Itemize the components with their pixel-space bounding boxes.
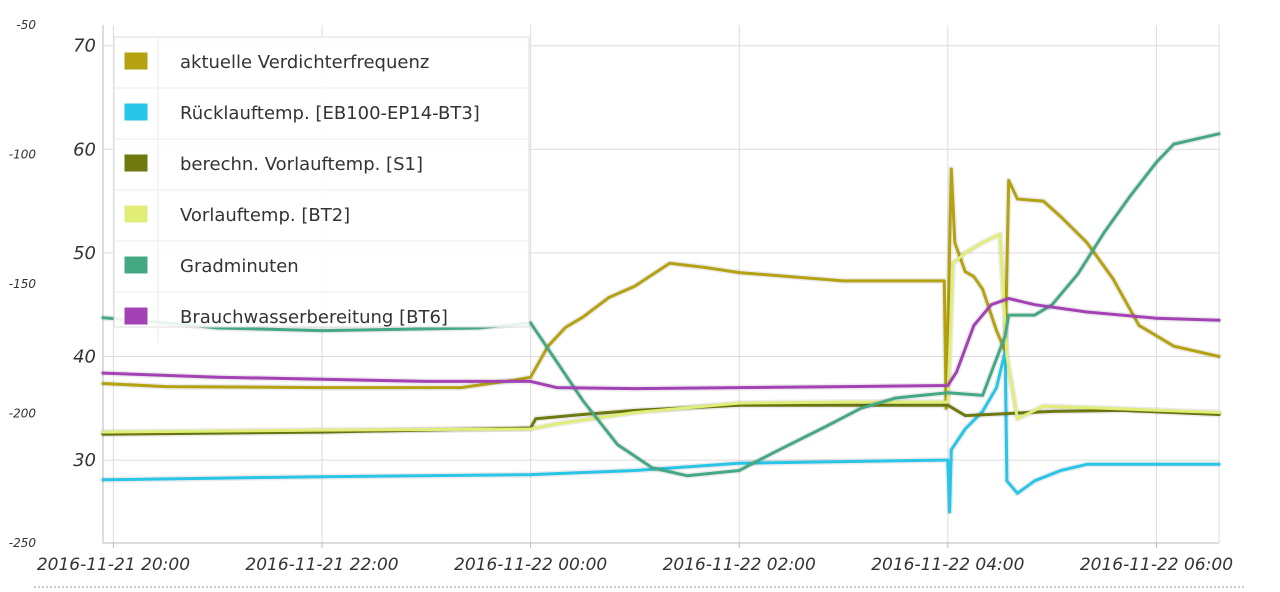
bottom-dotted-rule — [34, 586, 1244, 588]
series-line-1 — [101, 349, 1221, 514]
x-tick-label: 2016-11-22 02:00 — [663, 555, 816, 575]
x-tick-label: 2016-11-22 00:00 — [454, 555, 607, 575]
x-axis: 2016-11-21 20:00 2016-11-21 22:00 2016-11-… — [37, 543, 1233, 575]
legend-swatch-3 — [123, 204, 149, 224]
x-tick-label: 2016-11-21 22:00 — [245, 555, 398, 575]
left-tick-label: -50 — [16, 18, 36, 32]
series-line-0 — [101, 167, 1221, 410]
legend-label-0: aktuelle Verdichterfrequenz — [180, 52, 429, 73]
legend-label-3: Vorlauftemp. [BT2] — [180, 205, 350, 226]
x-tick-label: 2016-11-21 20:00 — [37, 555, 190, 575]
series-line-3 — [101, 232, 1221, 434]
right-tick-label: 40 — [73, 347, 96, 368]
right-tick-label: 60 — [73, 139, 96, 160]
left-tick-label: -200 — [9, 407, 37, 421]
left-axis: -50 -100 -150 -200 -250 — [9, 18, 37, 550]
left-tick-label: -150 — [9, 277, 37, 291]
legend-swatch-4 — [123, 255, 149, 275]
legend-swatch-2 — [123, 153, 149, 173]
left-tick-label: -250 — [9, 536, 37, 550]
right-axis: 70 60 50 40 30 — [73, 36, 96, 471]
series-line-5 — [101, 297, 1221, 391]
right-tick-label: 50 — [73, 243, 96, 264]
legend-swatch-5 — [123, 306, 149, 326]
legend-swatch-1 — [123, 102, 149, 122]
left-tick-label: -100 — [9, 148, 37, 162]
legend-label-5: Brauchwasserbereitung [BT6] — [180, 307, 448, 328]
right-tick-label: 70 — [73, 36, 96, 57]
legend-box — [113, 36, 530, 328]
x-tick-label: 2016-11-22 04:00 — [871, 555, 1024, 575]
series-lines — [100, 130, 1222, 515]
legend-swatch-0 — [123, 51, 149, 71]
x-tick-label: 2016-11-22 06:00 — [1080, 555, 1233, 575]
right-tick-label: 30 — [73, 450, 96, 471]
legend-label-1: Rücklauftemp. [EB100-EP14-BT3] — [180, 103, 480, 124]
legend-label-4: Gradminuten — [180, 256, 299, 277]
legend-label-2: berechn. Vorlauftemp. [S1] — [180, 154, 423, 175]
legend: aktuelle Verdichterfrequenz Rücklauftemp.… — [113, 36, 530, 343]
